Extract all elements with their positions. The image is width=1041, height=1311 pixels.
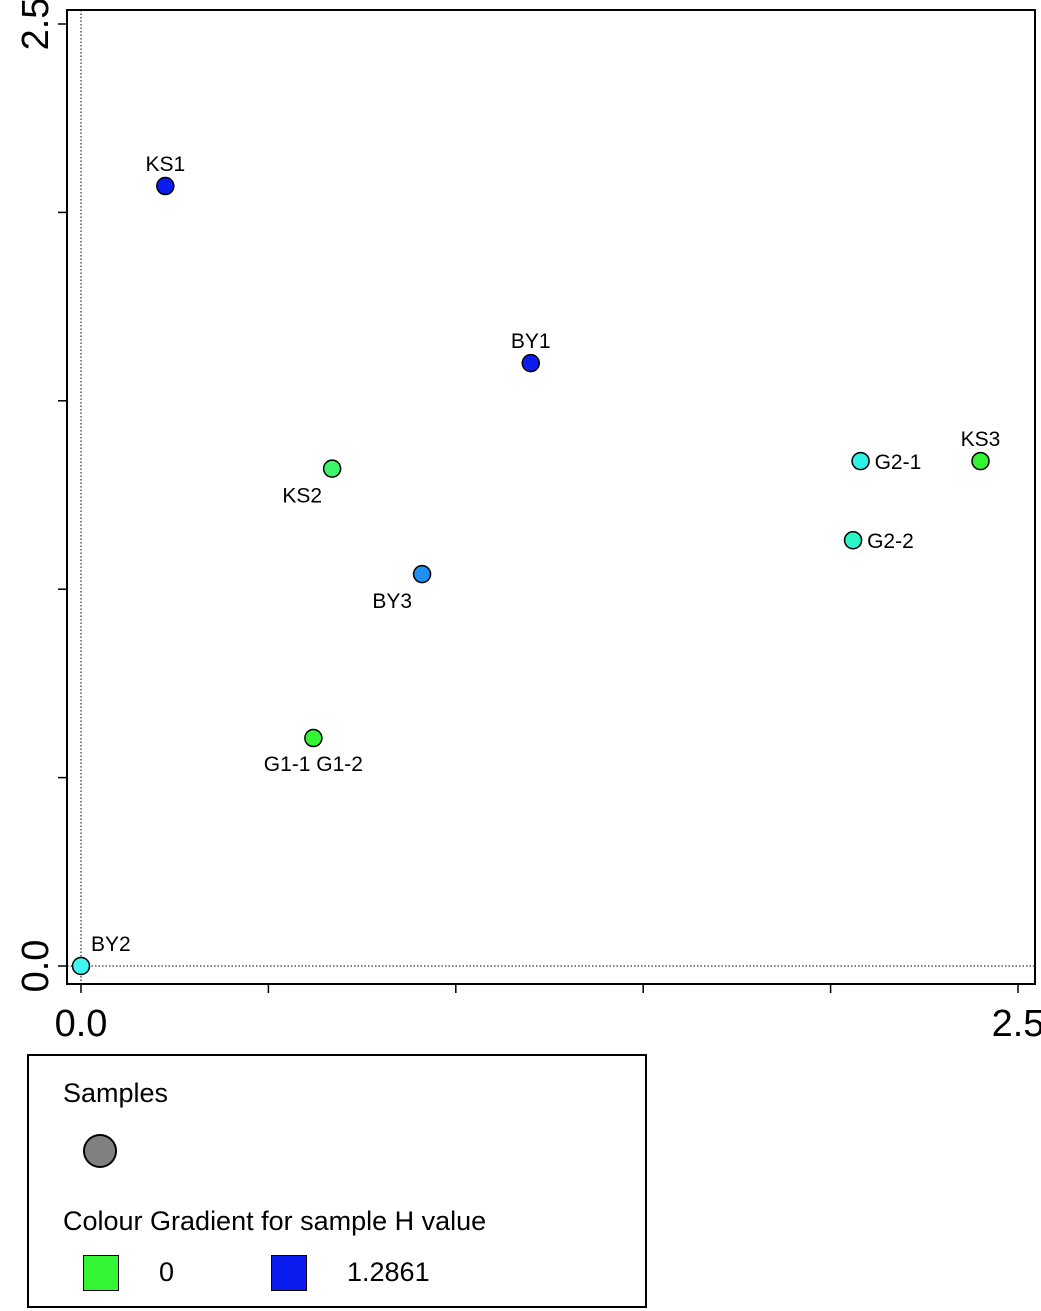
point-label: BY3 — [372, 590, 412, 613]
data-point — [412, 564, 432, 584]
point-label: KS2 — [282, 485, 322, 508]
x-tick-label: 0.0 — [55, 1003, 108, 1045]
data-point — [322, 459, 342, 478]
legend-swatch-low-label: 0 — [159, 1257, 175, 1287]
y-tick-label: 0.0 — [15, 940, 57, 993]
data-point — [843, 530, 863, 550]
point-label: BY2 — [91, 933, 131, 956]
scatter-chart: 0.0 2.5 0.0 2.5 KS1 BY1 KS2 BY3 G1-1 G1-2 G2-1 KS… — [15, 0, 1041, 1045]
legend-swatch-high-label: 1.2861 — [347, 1257, 430, 1287]
data-point — [851, 451, 870, 471]
legend-sample-marker — [83, 1134, 117, 1168]
point-label: KS3 — [961, 428, 1001, 451]
point-label: G2-2 — [867, 530, 914, 553]
point-label: KS1 — [145, 153, 185, 176]
legend-swatch-high — [271, 1255, 307, 1291]
data-point — [971, 451, 990, 471]
legend: Samples Colour Gradient for sample H val… — [27, 1054, 647, 1308]
data-point — [156, 176, 175, 196]
legend-gradient-title: Colour Gradient for sample H value — [63, 1206, 487, 1236]
y-tick-label: 2.5 — [15, 0, 57, 50]
legend-swatch-low — [83, 1255, 119, 1291]
data-point — [71, 956, 91, 976]
legend-title: Samples — [63, 1078, 169, 1108]
plot-frame — [66, 9, 1036, 985]
point-label: BY1 — [511, 330, 551, 353]
data-point — [304, 728, 323, 748]
x-tick-label: 2.5 — [992, 1003, 1041, 1045]
data-point — [521, 353, 541, 373]
point-label: G1-1 G1-2 — [264, 753, 363, 776]
point-label: G2-1 — [875, 451, 922, 474]
